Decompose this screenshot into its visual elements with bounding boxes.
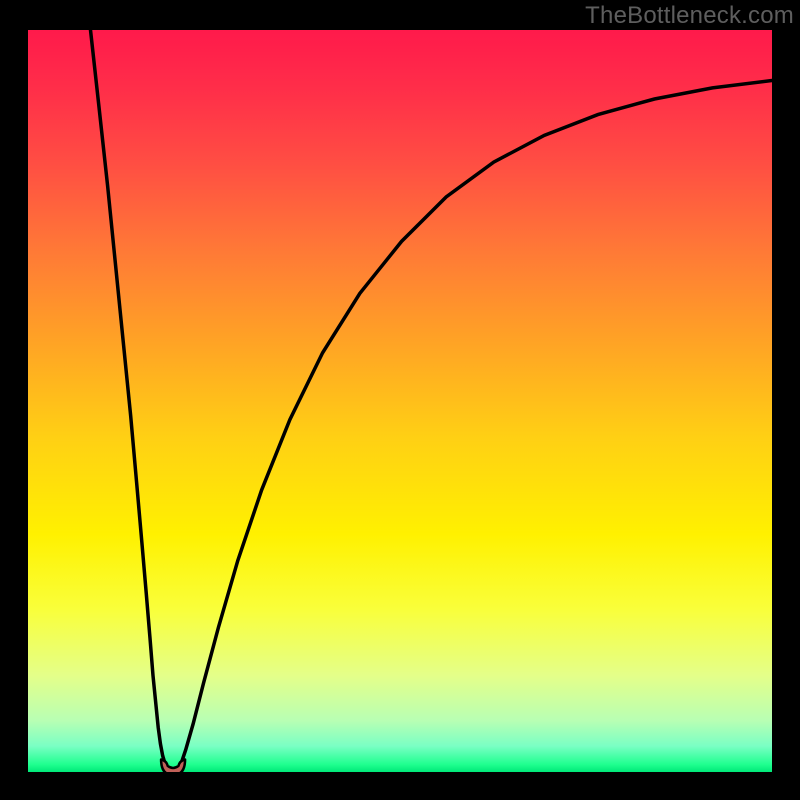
plot-background-gradient <box>28 30 772 772</box>
watermark-text: TheBottleneck.com <box>585 2 794 30</box>
bottleneck-chart <box>0 0 800 800</box>
